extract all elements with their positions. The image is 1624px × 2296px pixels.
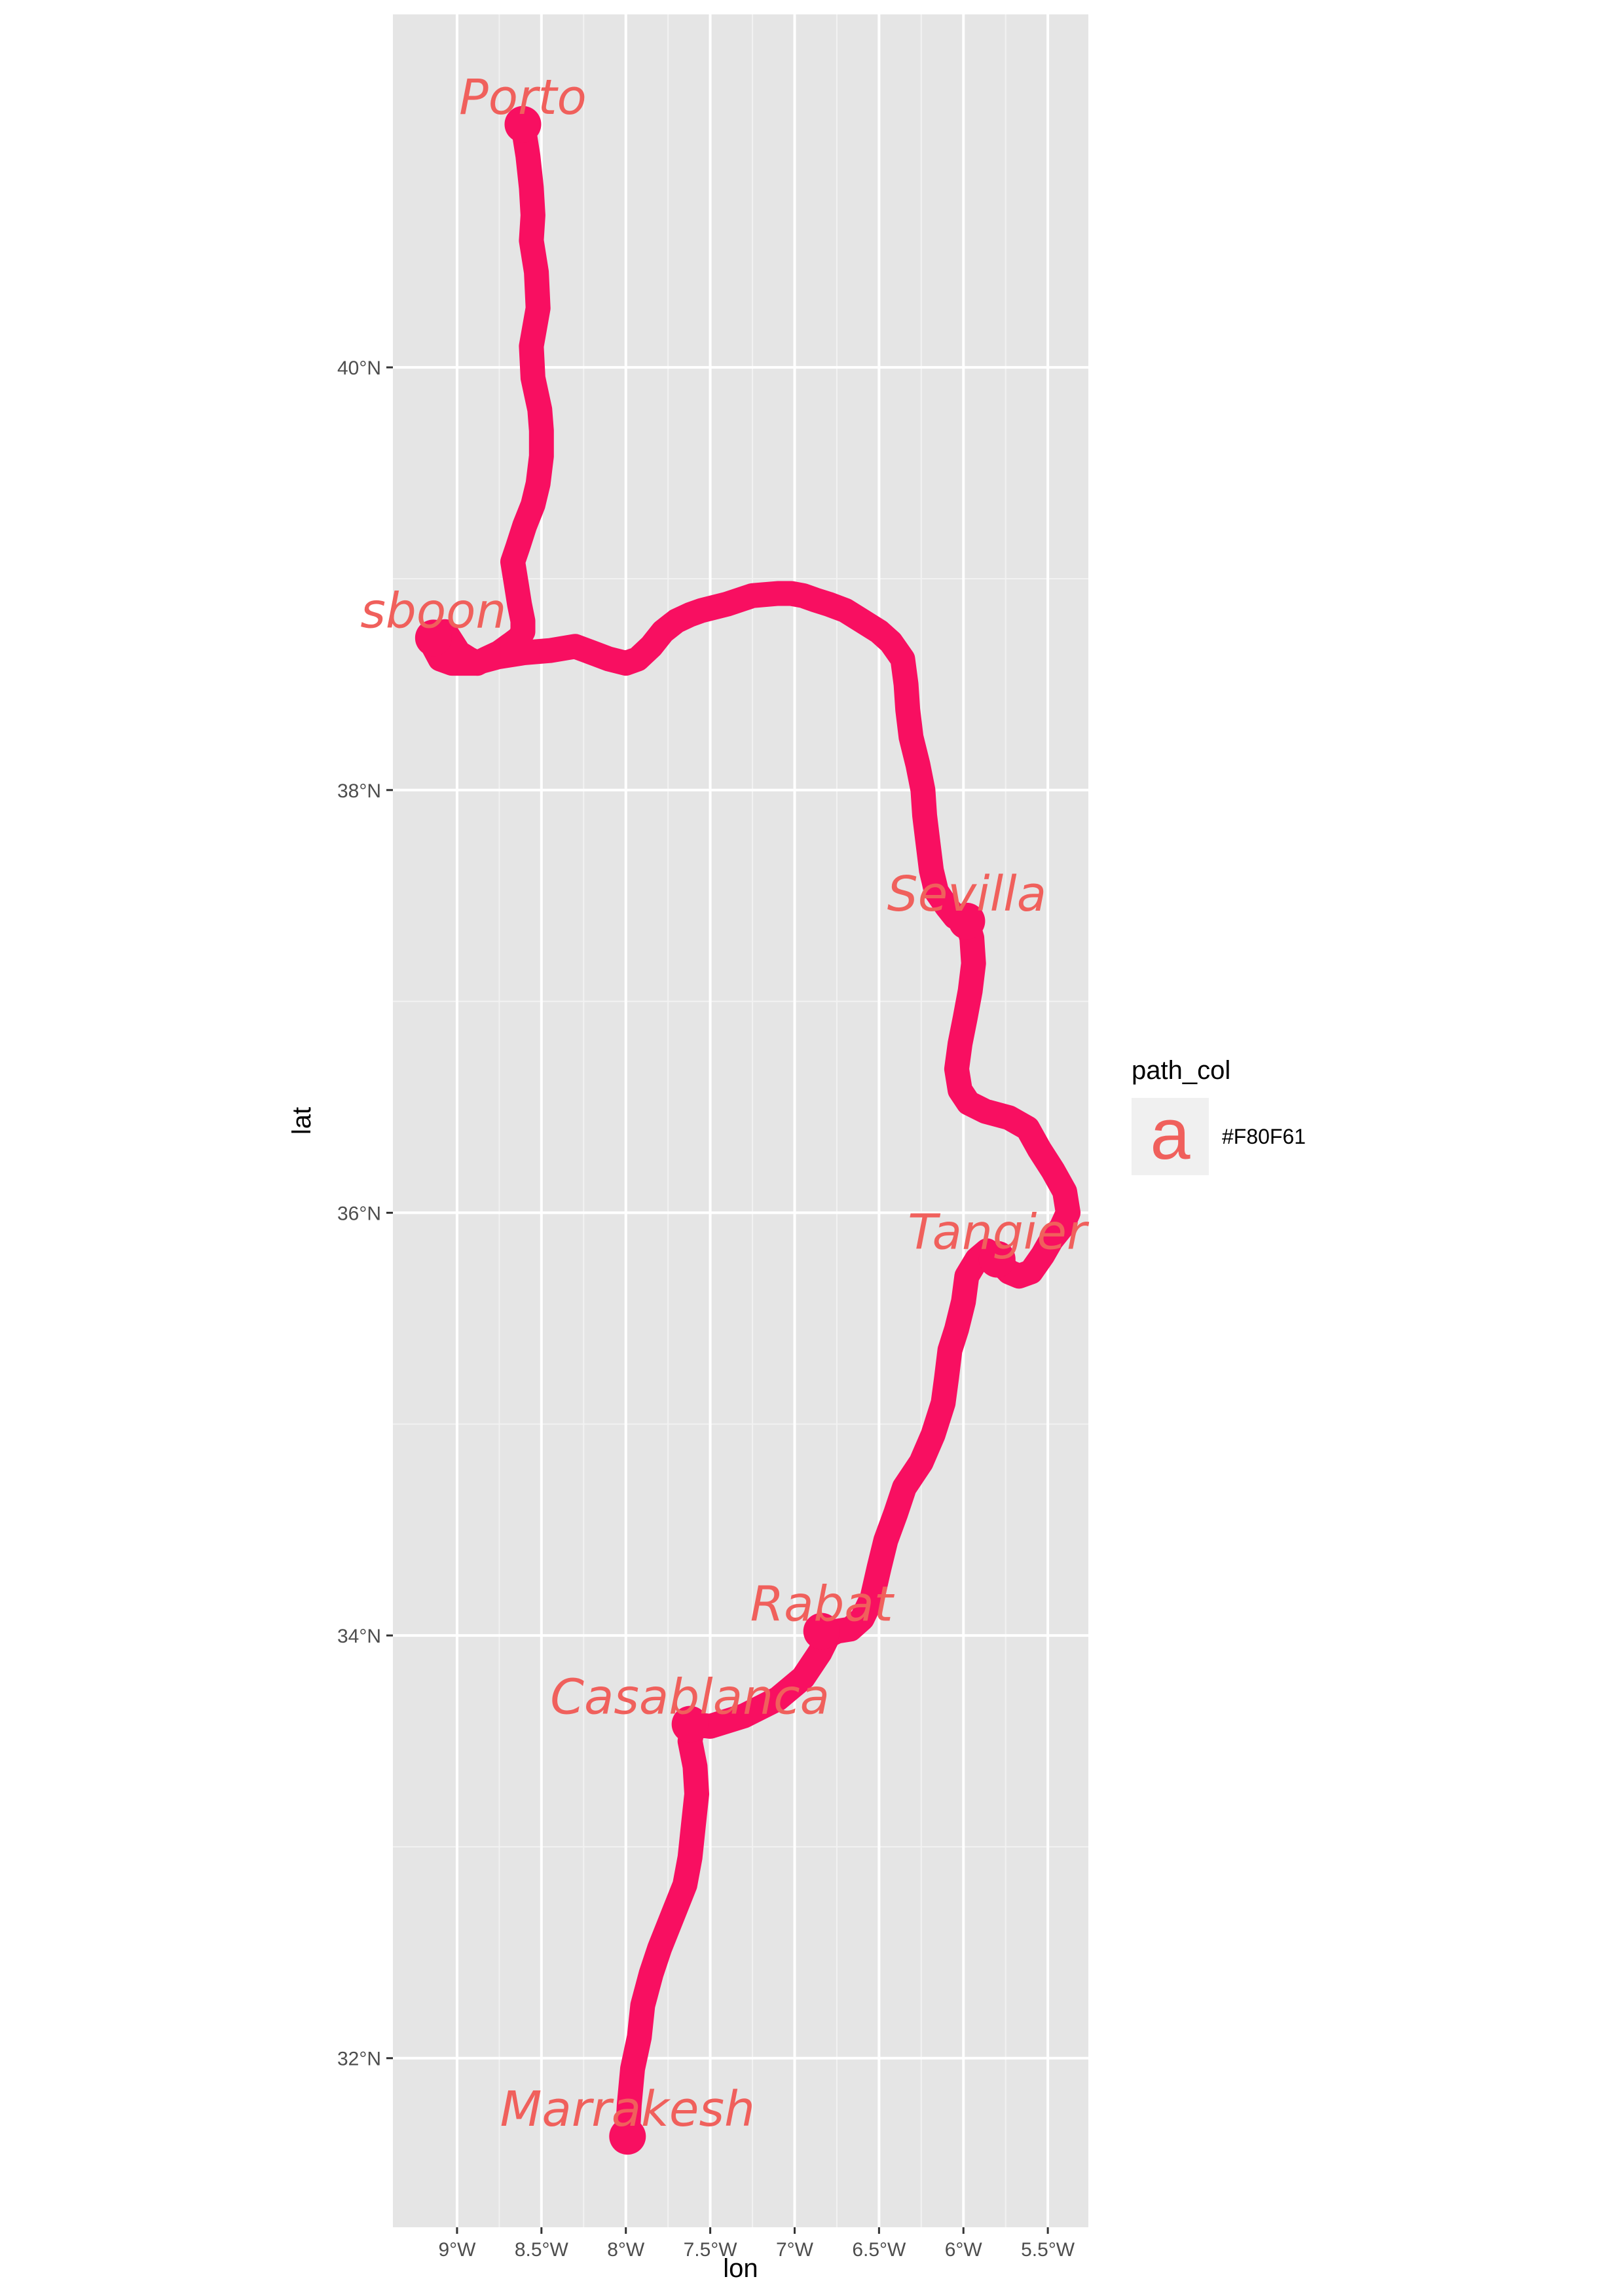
city-point — [978, 1241, 1016, 1278]
legend-key — [1132, 1098, 1209, 1175]
city-point — [415, 619, 452, 657]
city-point — [609, 2118, 646, 2155]
route-line — [420, 111, 1081, 2149]
city-label: Sevilla — [887, 866, 1046, 922]
y-tick-label: 34°N — [337, 1626, 381, 1647]
y-tick-label: 40°N — [337, 357, 381, 379]
city-label: Marrakesh — [500, 2081, 755, 2138]
city-labels: Porto sboon Sevilla Tangier Rabat Casablanca M… — [360, 69, 1090, 2138]
city-label: sboon — [360, 583, 506, 639]
city-label: Casablanca — [550, 1669, 830, 1726]
y-axis: 32°N 34°N 36°N 38°N 40°N — [337, 357, 393, 2070]
city-label: Tangier — [908, 1204, 1090, 1260]
legend: path_col a #F80F61 — [1132, 1056, 1306, 1175]
x-axis-title: lon — [723, 2254, 758, 2283]
city-label: Rabat — [750, 1576, 895, 1633]
grid-lines — [393, 14, 1088, 2227]
x-tick-label: 8°W — [607, 2239, 645, 2261]
y-tick-label: 36°N — [337, 1203, 381, 1224]
plot-panel-background — [393, 14, 1088, 2227]
legend-title: path_col — [1132, 1056, 1230, 1085]
y-tick-label: 38°N — [337, 780, 381, 802]
x-tick-label: 5.5°W — [1021, 2239, 1075, 2261]
x-tick-label: 8.5°W — [515, 2239, 569, 2261]
y-axis-title: lat — [287, 1107, 316, 1135]
x-tick-label: 6.5°W — [852, 2239, 906, 2261]
city-point — [671, 1705, 709, 1743]
x-axis: 9°W 8.5°W 8°W 7.5°W 7°W 6.5°W 6°W 5.5°W — [438, 2227, 1075, 2261]
y-tick-label: 32°N — [337, 2049, 381, 2070]
city-point — [803, 1613, 840, 1650]
x-tick-label: 6°W — [945, 2239, 983, 2261]
city-point — [504, 105, 542, 143]
city-label: Porto — [459, 69, 587, 126]
x-tick-label: 7°W — [776, 2239, 814, 2261]
x-tick-label: 7.5°W — [684, 2239, 738, 2261]
route-path — [415, 105, 1081, 2155]
legend-key-glyph: a — [1150, 1094, 1190, 1175]
legend-label: #F80F61 — [1222, 1125, 1306, 1148]
x-tick-label: 9°W — [438, 2239, 476, 2261]
city-point — [948, 902, 986, 939]
